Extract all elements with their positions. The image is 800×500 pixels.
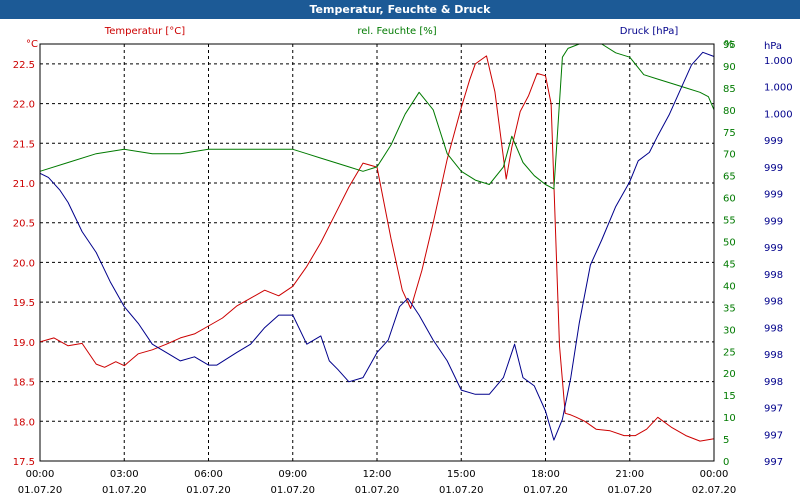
pressure-tick-label: 997	[764, 430, 783, 441]
chart-title: Temperatur, Feuchte & Druck	[0, 0, 800, 19]
plot-background	[40, 44, 714, 461]
humidity-tick-label: 95	[723, 40, 736, 51]
pressure-axis-title: Druck [hPa]	[620, 26, 679, 37]
temperature-tick-label: 21.5	[13, 139, 35, 150]
pressure-tick-label: 998	[764, 270, 783, 281]
humidity-tick-label: 65	[723, 172, 736, 183]
temperature-tick-label: 18.5	[13, 378, 35, 389]
temperature-tick-label: 19.0	[13, 338, 35, 349]
plot-frame	[39, 43, 715, 462]
pressure-tick-label: 997	[764, 457, 783, 468]
humidity-tick-label: 20	[723, 369, 736, 380]
temperature-tick-label: 22.5	[13, 60, 35, 71]
temperature-tick-label: 20.0	[13, 258, 35, 269]
humidity-tick-label: 85	[723, 84, 736, 95]
pressure-tick-label: 998	[764, 377, 783, 388]
humidity-tick-label: 40	[723, 281, 736, 292]
pressure-tick-label: 998	[764, 350, 783, 361]
humidity-axis-title: rel. Feuchte [%]	[357, 26, 436, 37]
humidity-tick-label: 5	[723, 435, 729, 446]
pressure-tick-label: 998	[764, 323, 783, 334]
axis-labels: °C % hPa Temperatur [°C] rel. Feuchte [%…	[26, 26, 782, 52]
x-tick-time: 15:00	[447, 469, 476, 480]
series-layer	[39, 43, 715, 442]
humidity-series-line	[39, 43, 715, 190]
humidity-tick-label: 45	[723, 259, 736, 270]
humidity-tick-label: 25	[723, 347, 736, 358]
temperature-tick-label: 18.0	[13, 417, 35, 428]
temperature-axis-title: Temperatur [°C]	[104, 26, 185, 37]
pressure-unit-label: hPa	[764, 41, 782, 52]
pressure-tick-label: 1.000	[764, 83, 793, 94]
humidity-tick-label: 80	[723, 106, 736, 117]
x-tick-time: 21:00	[615, 469, 644, 480]
pressure-tick-label: 999	[764, 190, 783, 201]
humidity-tick-label: 90	[723, 62, 736, 73]
humidity-tick-label: 60	[723, 194, 736, 205]
x-tick-time: 03:00	[110, 469, 139, 480]
temperature-tick-label: 21.0	[13, 179, 35, 190]
chart-area: °C % hPa Temperatur [°C] rel. Feuchte [%…	[13, 26, 793, 496]
humidity-tick-label: 50	[723, 238, 736, 249]
temperature-series-line	[39, 55, 715, 442]
pressure-series-line	[39, 51, 715, 441]
humidity-tick-label: 10	[723, 413, 736, 424]
x-tick-time: 12:00	[363, 469, 392, 480]
humidity-tick-label: 15	[723, 391, 736, 402]
humidity-tick-label: 0	[723, 457, 729, 468]
humidity-tick-label: 75	[723, 128, 736, 139]
x-tick-date: 01.07.20	[270, 485, 315, 496]
humidity-tick-label: 70	[723, 150, 736, 161]
x-tick-time: 06:00	[194, 469, 223, 480]
pressure-tick-label: 998	[764, 297, 783, 308]
temperature-tick-label: 20.5	[13, 219, 35, 230]
humidity-tick-label: 30	[723, 325, 736, 336]
pressure-tick-label: 999	[764, 136, 783, 147]
temperature-tick-label: 22.0	[13, 100, 35, 111]
pressure-tick-label: 997	[764, 404, 783, 415]
x-tick-time: 18:00	[531, 469, 560, 480]
x-tick-date: 01.07.20	[355, 485, 400, 496]
pressure-tick-label: 999	[764, 216, 783, 227]
x-tick-date: 01.07.20	[186, 485, 231, 496]
x-tick-time: 00:00	[26, 469, 55, 480]
x-tick-date: 01.07.20	[523, 485, 568, 496]
pressure-tick-label: 999	[764, 243, 783, 254]
humidity-tick-label: 55	[723, 216, 736, 227]
x-tick-date: 01.07.20	[607, 485, 652, 496]
pressure-tick-label: 999	[764, 163, 783, 174]
temperature-unit-label: °C	[26, 39, 38, 50]
x-tick-date: 01.07.20	[439, 485, 484, 496]
humidity-tick-label: 35	[723, 303, 736, 314]
pressure-tick-label: 1.000	[764, 56, 793, 67]
x-tick-time: 00:00	[700, 469, 729, 480]
temperature-tick-label: 19.5	[13, 298, 35, 309]
grid-lines	[40, 44, 714, 461]
x-tick-time: 09:00	[278, 469, 307, 480]
temperature-tick-label: 17.5	[13, 457, 35, 468]
x-tick-date: 01.07.20	[18, 485, 63, 496]
pressure-tick-label: 1.000	[764, 109, 793, 120]
humidity-unit-label: %	[724, 39, 734, 50]
x-tick-date: 02.07.20	[692, 485, 737, 496]
x-tick-date: 01.07.20	[102, 485, 147, 496]
tick-labels: 17.5 18.0 18.5 19.0 19.5 20.0 20.5 21.0 21.5 22.0…	[13, 40, 793, 496]
